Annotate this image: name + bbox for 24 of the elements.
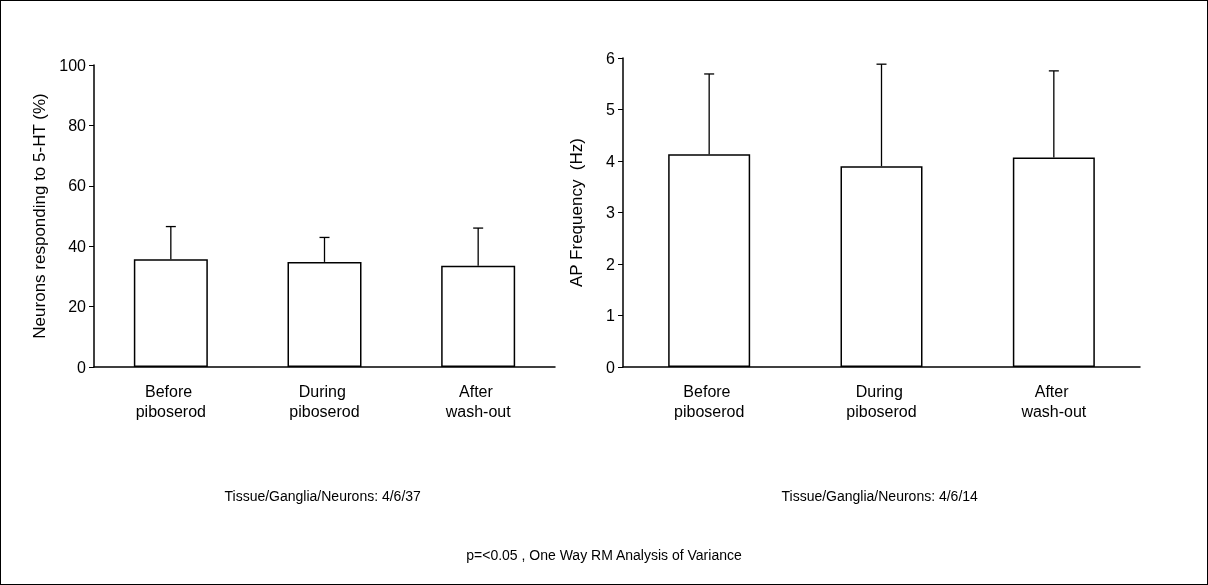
- y-tick-label: 1: [606, 307, 616, 324]
- x-tick-label: After wash-out: [444, 382, 512, 420]
- y-tick-label: 6: [606, 49, 616, 67]
- y-tick-label: 3: [606, 204, 616, 221]
- y-tick-label: 100: [59, 56, 87, 74]
- y-axis-title: Neurons responding to 5-HT (%): [30, 93, 50, 339]
- x-tick-label: After wash-out: [1020, 382, 1087, 420]
- y-tick-label: 4: [606, 152, 616, 170]
- y-axis-title: AP Frequency (Hz): [567, 138, 586, 287]
- text: Tissue/Ganglia/Neurons: 4/6/37: [224, 488, 422, 504]
- y-tick-label: 60: [68, 177, 87, 195]
- x-tick-label: During piboserod: [846, 382, 917, 420]
- y-tick-label: 2: [606, 255, 616, 273]
- text: Tissue/Ganglia/Neurons: 4/6/14: [781, 488, 979, 504]
- y-tick-label: 20: [68, 298, 87, 316]
- y-tick-label: 80: [68, 116, 87, 134]
- x-tick-label: Before piboserod: [135, 382, 206, 420]
- y-tick-label: 5: [606, 101, 616, 118]
- y-tick-label: 0: [606, 358, 616, 376]
- x-tick-label: Before piboserod: [674, 382, 745, 420]
- text: p=<0.05 , One Way RM Analysis of Variance: [465, 547, 743, 563]
- x-tick-label: During piboserod: [289, 382, 360, 420]
- y-tick-label: 0: [77, 358, 87, 376]
- y-tick-label: 40: [68, 237, 87, 255]
